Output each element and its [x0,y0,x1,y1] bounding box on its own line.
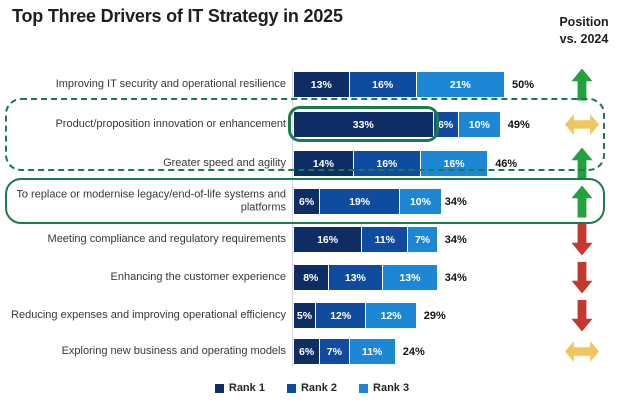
position-arrow-cell [560,222,604,258]
position-header-line1: Position [559,15,609,29]
chart-row: Enhancing the customer experience 8% 13% 13… [0,261,624,294]
chart-row: Meeting compliance and regulatory requir… [0,223,624,256]
bar-segment-rank3: 11% [348,339,395,364]
chart-row: Greater speed and agility 14% 16% 16% 46% [0,147,624,180]
bar-segment-rank2: 16% [352,151,420,176]
legend-swatch-icon [214,383,224,393]
category-label: Greater speed and agility [163,156,286,169]
bar-segment-rank3: 7% [407,227,437,252]
axis-baseline [292,68,293,366]
position-vs-2024-header: Position vs. 2024 [548,14,620,48]
bar-segment-rank3: 16% [419,151,488,176]
position-arrow-cell [560,334,604,370]
category-label: Reducing expenses and improving operatio… [11,308,286,321]
total-label: 34% [444,271,467,284]
stacked-bar: 13% 16% 21% [294,72,504,97]
chart-row: Product/proposition innovation or enhanc… [0,112,624,137]
stacked-bar: 6% 19% 10% [294,189,441,214]
legend-swatch-icon [286,383,296,393]
chart-row: To replace or modernise legacy/end-of-li… [0,185,624,218]
legend-label: Rank 3 [373,382,410,394]
bar-segment-rank2: 7% [319,339,349,364]
arrow-down-icon [571,261,593,294]
legend-swatch-icon [359,383,369,393]
category-label: Product/proposition innovation or enhanc… [55,117,286,130]
chart-row: Reducing expenses and improving operatio… [0,299,624,332]
legend-item: Rank 2 [286,382,338,394]
stacked-bar: 8% 13% 13% [294,265,437,290]
stacked-bar: 5% 12% 12% [294,303,416,328]
bar-segment-rank3: 21% [415,72,504,97]
category-label: Enhancing the customer experience [110,270,287,283]
bar-segment-rank1: 14% [294,151,353,176]
bar-segment-rank2: 11% [361,227,408,252]
legend-item: Rank 3 [359,382,409,394]
total-label: 46% [495,157,518,170]
position-arrow-cell [560,107,604,143]
legend-label: Rank 1 [228,382,265,394]
total-label: 34% [444,233,467,246]
stacked-bar: 6% 7% 11% [294,339,395,364]
position-arrow-cell [560,298,604,334]
stacked-bar: 33% 6% 10% [294,112,500,137]
position-arrow-cell [560,67,604,103]
arrow-down-icon [571,299,593,332]
arrow-up-icon [571,185,593,218]
bar-segment-rank3: 10% [457,112,500,137]
bar-segment-rank2: 13% [327,265,383,290]
chart-row: Exploring new business and operating mod… [0,339,624,364]
bar-segment-rank2: 6% [432,112,458,137]
total-label: 29% [423,309,446,322]
legend: Rank 1 Rank 2 Rank 3 [0,382,624,394]
bar-segment-rank1: 16% [294,227,362,252]
bar-segment-rank2: 16% [348,72,416,97]
arrow-up-icon [571,68,593,101]
chart-row: Improving IT security and operational re… [0,68,624,101]
legend-item: Rank 1 [214,382,265,394]
category-label: Exploring new business and operating mod… [61,344,286,357]
bar-segment-rank2: 19% [319,189,399,214]
bar-segment-rank1: 8% [294,265,328,290]
stacked-bar: 16% 11% 7% [294,227,437,252]
category-label: Improving IT security and operational re… [55,77,286,90]
category-label: To replace or modernise legacy/end-of-li… [16,187,286,214]
position-arrow-cell [560,260,604,296]
position-arrow-cell [560,184,604,220]
position-header-line2: vs. 2024 [559,31,609,46]
bar-segment-rank3: 13% [382,265,437,290]
bar-segment-rank1: 5% [294,303,315,328]
arrow-down-icon [571,223,593,256]
arrow-sideways-icon [565,114,599,135]
position-arrow-cell [560,146,604,182]
category-label: Meeting compliance and regulatory requir… [47,232,286,245]
page-title: Top Three Drivers of IT Strategy in 2025 [12,6,343,26]
bar-segment-rank1: 6% [294,339,320,364]
total-label: 49% [507,118,530,131]
bar-segment-rank1: 13% [294,72,349,97]
legend-label: Rank 2 [300,382,338,394]
bar-segment-rank1: 6% [294,189,320,214]
arrow-up-icon [571,147,593,180]
stacked-bar: 14% 16% 16% [294,151,488,176]
total-label: 34% [444,195,467,208]
bar-segment-rank3: 12% [365,303,416,328]
bar-segment-rank1: 33% [294,112,433,137]
bar-segment-rank2: 12% [315,303,366,328]
total-label: 50% [512,78,535,91]
arrow-sideways-icon [565,341,599,362]
bar-segment-rank3: 10% [398,189,441,214]
total-label: 24% [402,345,425,358]
